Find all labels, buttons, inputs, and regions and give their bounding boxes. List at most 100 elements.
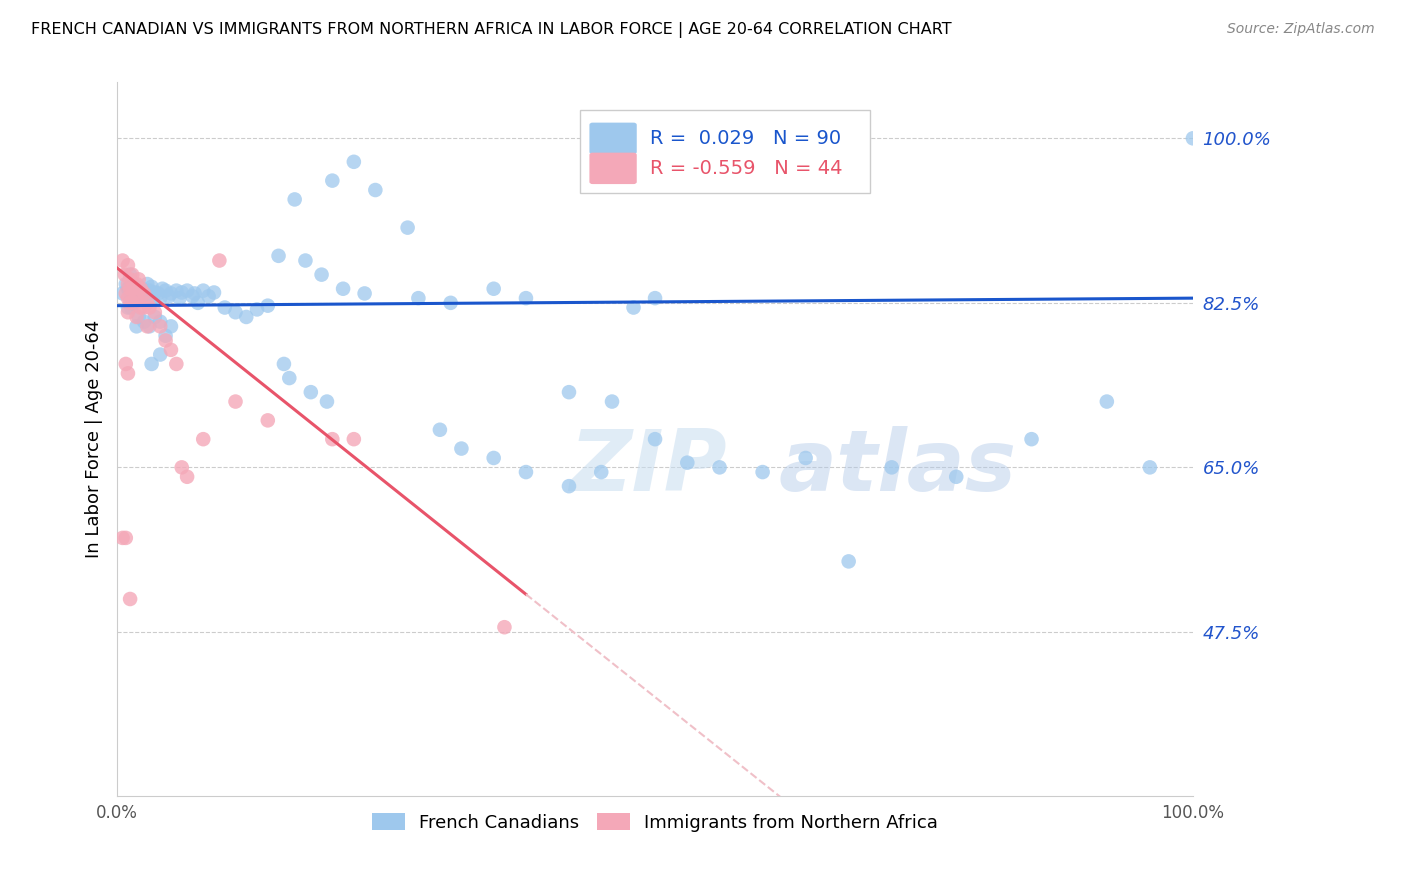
Point	[494, 620, 516, 634]
Point	[120, 301, 142, 315]
Point	[751, 465, 773, 479]
Point	[120, 291, 142, 305]
Point	[343, 154, 366, 169]
Point	[146, 286, 169, 301]
Point	[121, 286, 143, 301]
Point	[591, 465, 613, 479]
Point	[132, 315, 155, 329]
Point	[129, 301, 152, 315]
Point	[117, 277, 139, 291]
Point	[396, 220, 419, 235]
Point	[125, 291, 148, 305]
Point	[343, 432, 366, 446]
Point	[111, 531, 134, 545]
Point	[558, 385, 581, 400]
Point	[1139, 460, 1161, 475]
Point	[141, 357, 163, 371]
Point	[128, 286, 150, 301]
Point	[169, 291, 191, 305]
Point	[880, 460, 903, 475]
FancyBboxPatch shape	[579, 111, 870, 193]
Point	[1181, 131, 1204, 145]
Text: 0.0%: 0.0%	[96, 804, 138, 822]
Point	[136, 319, 159, 334]
Point	[111, 253, 134, 268]
Point	[121, 268, 143, 282]
Point	[558, 479, 581, 493]
Point	[138, 319, 160, 334]
Text: Source: ZipAtlas.com: Source: ZipAtlas.com	[1227, 22, 1375, 37]
Point	[125, 319, 148, 334]
Point	[122, 282, 145, 296]
Point	[128, 284, 150, 298]
Point	[120, 296, 142, 310]
Point	[644, 291, 666, 305]
Point	[160, 286, 183, 301]
Point	[114, 268, 136, 282]
Point	[1021, 432, 1043, 446]
Point	[138, 284, 160, 298]
Point	[132, 284, 155, 298]
Point	[128, 286, 150, 301]
Point	[193, 284, 215, 298]
Point	[120, 282, 142, 296]
Point	[429, 423, 451, 437]
Point	[181, 289, 204, 303]
Y-axis label: In Labor Force | Age 20-64: In Labor Force | Age 20-64	[86, 320, 103, 558]
Point	[111, 286, 134, 301]
Point	[128, 272, 150, 286]
Point	[364, 183, 387, 197]
Point	[120, 284, 142, 298]
Text: 100.0%: 100.0%	[1161, 804, 1225, 822]
Point	[138, 301, 160, 315]
Point	[149, 291, 172, 305]
Point	[155, 328, 177, 343]
Point	[129, 293, 152, 307]
Point	[124, 289, 146, 303]
Point	[120, 268, 142, 282]
Point	[143, 305, 166, 319]
Point	[136, 277, 159, 291]
Text: R = -0.559   N = 44: R = -0.559 N = 44	[650, 159, 842, 178]
Point	[136, 296, 159, 310]
Point	[408, 291, 430, 305]
Point	[321, 432, 343, 446]
Point	[316, 394, 339, 409]
Point	[122, 296, 145, 310]
FancyBboxPatch shape	[589, 153, 637, 184]
Point	[143, 310, 166, 324]
Point	[202, 285, 225, 300]
Point	[142, 291, 165, 305]
Point	[117, 282, 139, 296]
Point	[149, 319, 172, 334]
Point	[160, 343, 183, 357]
Point	[256, 413, 278, 427]
Point	[644, 432, 666, 446]
Point	[278, 371, 301, 385]
Point	[235, 310, 257, 324]
Point	[482, 282, 505, 296]
Point	[114, 357, 136, 371]
Point	[176, 470, 198, 484]
Point	[120, 592, 142, 607]
Point	[838, 554, 860, 568]
Point	[165, 357, 187, 371]
Point	[794, 450, 817, 465]
Point	[132, 286, 155, 301]
Point	[197, 289, 219, 303]
Point	[125, 310, 148, 324]
Point	[132, 301, 155, 315]
Point	[117, 305, 139, 319]
Point	[1095, 394, 1118, 409]
Point	[450, 442, 472, 456]
Point	[170, 285, 193, 300]
FancyBboxPatch shape	[589, 122, 637, 154]
Text: ZIP: ZIP	[569, 426, 727, 509]
Point	[176, 284, 198, 298]
Text: FRENCH CANADIAN VS IMMIGRANTS FROM NORTHERN AFRICA IN LABOR FORCE | AGE 20-64 CO: FRENCH CANADIAN VS IMMIGRANTS FROM NORTH…	[31, 22, 952, 38]
Point	[600, 394, 623, 409]
Point	[353, 286, 375, 301]
Point	[114, 531, 136, 545]
Point	[122, 296, 145, 310]
Point	[127, 280, 149, 294]
